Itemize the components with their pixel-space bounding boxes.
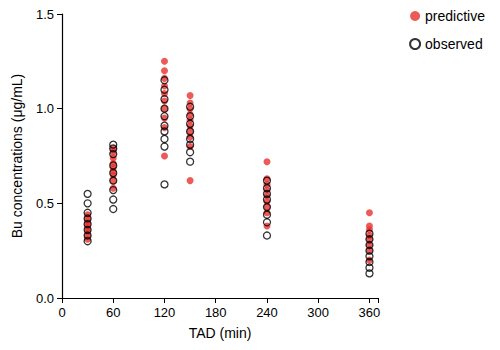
svg-text:360: 360	[359, 305, 381, 320]
svg-text:1.5: 1.5	[36, 7, 54, 22]
svg-text:120: 120	[154, 305, 176, 320]
svg-text:0: 0	[58, 305, 65, 320]
svg-text:observed: observed	[425, 36, 483, 52]
svg-text:TAD (min): TAD (min)	[189, 325, 252, 341]
svg-text:0.5: 0.5	[36, 196, 54, 211]
svg-text:60: 60	[106, 305, 120, 320]
svg-text:1.0: 1.0	[36, 101, 54, 116]
svg-text:180: 180	[205, 305, 227, 320]
svg-text:240: 240	[256, 305, 278, 320]
svg-text:0.0: 0.0	[36, 291, 54, 306]
svg-text:predictive: predictive	[425, 8, 485, 24]
svg-text:300: 300	[307, 305, 329, 320]
svg-text:Bu concentrations (μg/mL): Bu concentrations (μg/mL)	[9, 74, 25, 238]
